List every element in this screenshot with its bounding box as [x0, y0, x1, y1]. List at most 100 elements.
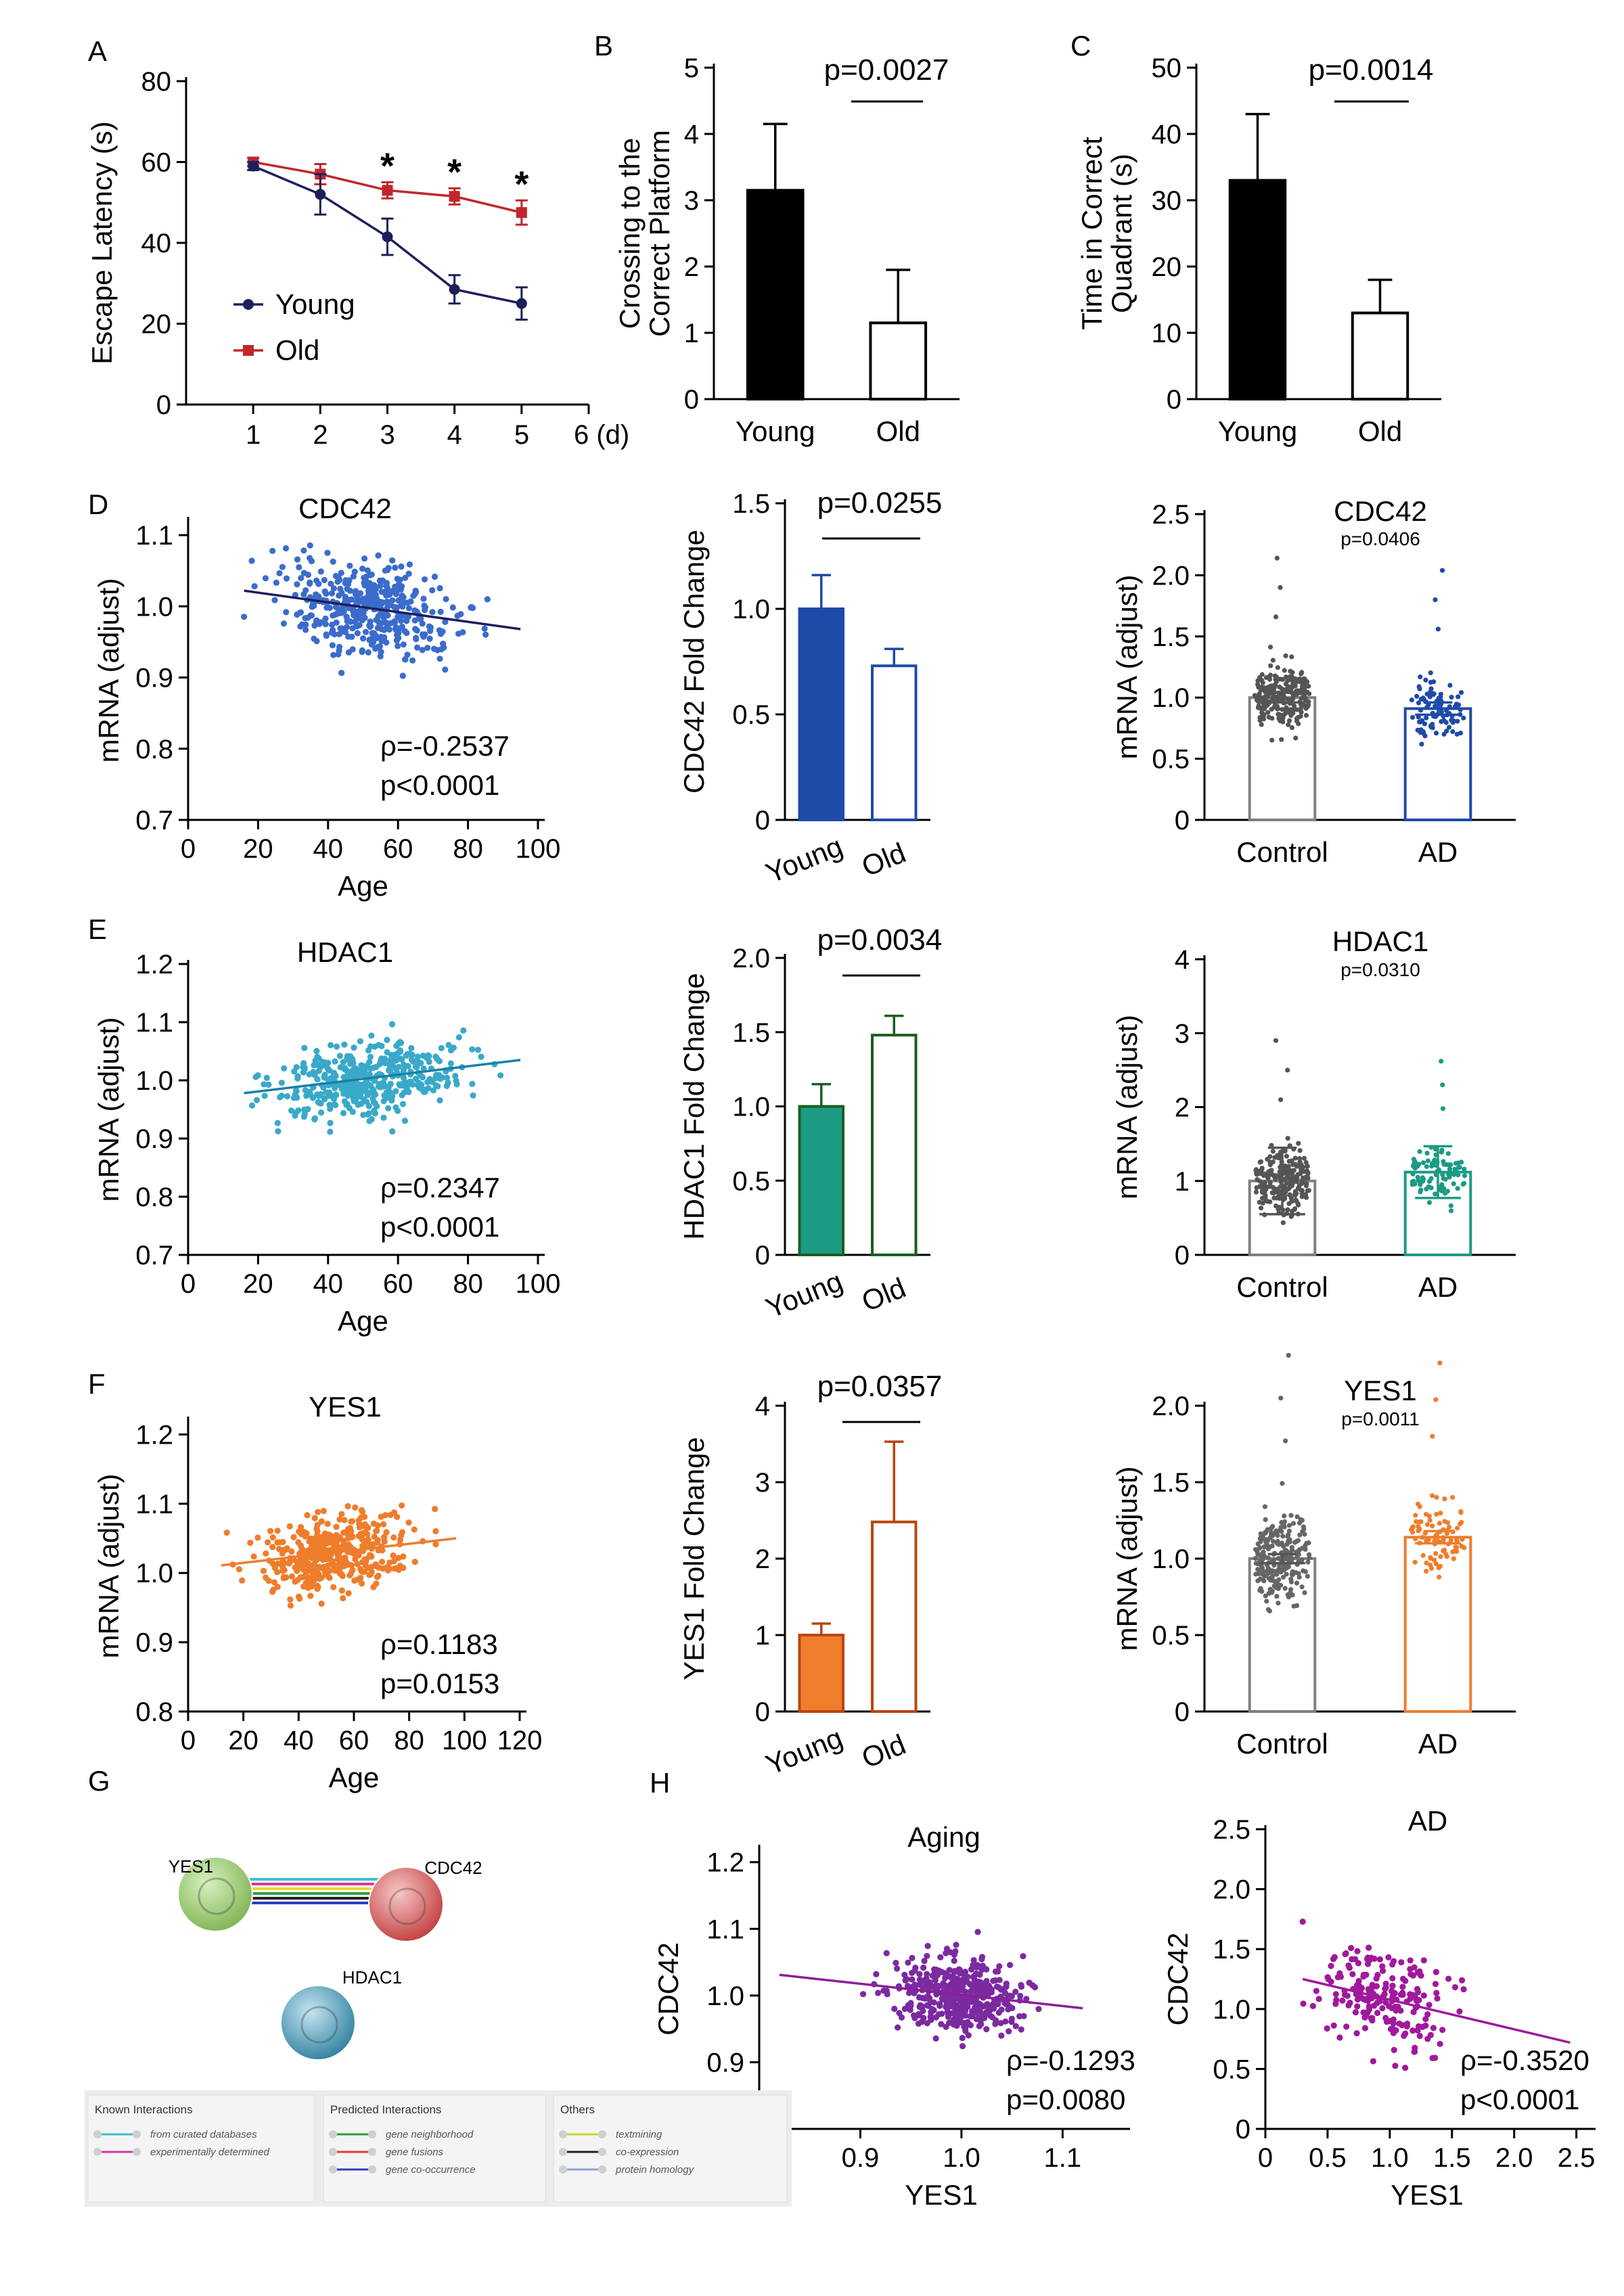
dot	[1412, 2044, 1418, 2051]
dot	[1018, 2026, 1024, 2033]
dot	[1353, 1982, 1361, 1989]
dot	[337, 1555, 344, 1561]
dot	[1263, 1540, 1269, 1545]
dot	[1301, 1524, 1307, 1530]
dot	[1280, 1534, 1286, 1539]
x-tick-label: 20	[228, 1726, 258, 1755]
dot	[353, 621, 360, 628]
dot	[1342, 1950, 1349, 1958]
dot	[1261, 716, 1267, 722]
dot	[949, 1995, 955, 2002]
dot	[1263, 1517, 1268, 1522]
dot	[951, 1978, 957, 1985]
node-label: CDC42	[424, 1858, 482, 1878]
dot	[1280, 712, 1286, 718]
x-tick-label: AD	[1418, 836, 1458, 868]
dot	[359, 1542, 366, 1549]
trend-line	[1302, 1977, 1571, 2044]
dot	[1256, 685, 1261, 690]
dot	[1455, 1186, 1460, 1191]
dot	[439, 628, 446, 635]
dot	[265, 1578, 272, 1584]
dot	[302, 615, 309, 622]
dot	[367, 572, 374, 578]
dot	[297, 1523, 304, 1530]
dot	[1276, 1195, 1282, 1201]
dot	[365, 1110, 372, 1117]
dot	[338, 1571, 345, 1578]
dot	[1428, 670, 1433, 676]
dot	[1418, 708, 1424, 713]
x-tick-label: 6 (d)	[574, 420, 629, 450]
dot	[1290, 674, 1295, 680]
dot	[1369, 2017, 1376, 2024]
dot	[312, 1565, 319, 1573]
dot	[1433, 731, 1439, 736]
dot	[1359, 1995, 1366, 2002]
dot	[382, 1082, 388, 1090]
dot	[372, 645, 379, 652]
dot	[311, 1072, 318, 1078]
dot	[1300, 1164, 1306, 1170]
dot	[430, 1087, 437, 1094]
x-tick-label: Old	[857, 1272, 910, 1318]
dot	[414, 644, 421, 651]
dot	[324, 549, 331, 556]
dot	[411, 1526, 418, 1533]
dot	[873, 1971, 880, 1977]
dot	[317, 1538, 323, 1545]
dot	[1407, 1957, 1414, 1964]
x-tick-label: 2.5	[1558, 2143, 1596, 2173]
dot	[460, 1027, 467, 1034]
y-tick-label: 3	[755, 1468, 770, 1498]
dot	[1428, 723, 1434, 729]
dot	[392, 1088, 399, 1095]
dot	[1390, 2029, 1397, 2036]
dot	[307, 542, 313, 549]
dot	[1416, 719, 1422, 725]
y-tick-label: 0.7	[135, 1241, 173, 1270]
dot	[1296, 1552, 1301, 1557]
dot	[1277, 1169, 1282, 1174]
dot	[1297, 1148, 1303, 1153]
dot	[1287, 1538, 1292, 1544]
dot	[1330, 2022, 1337, 2029]
dot	[386, 626, 392, 633]
x-tick-label: 1.1	[1044, 2143, 1082, 2173]
dot	[983, 1977, 990, 1985]
dot	[1291, 1603, 1296, 1609]
dot	[1424, 1150, 1430, 1156]
dot	[328, 580, 334, 587]
dot	[1265, 710, 1271, 715]
dot	[983, 2011, 989, 2017]
dot	[261, 1081, 267, 1088]
dot	[1294, 1179, 1299, 1185]
dot	[315, 1061, 321, 1068]
dot	[1299, 1584, 1305, 1590]
y-axis-label: CDC42	[1162, 1933, 1194, 2026]
dot	[1307, 1552, 1312, 1557]
x-tick-label: 20	[243, 1269, 273, 1299]
dot	[1416, 684, 1422, 689]
dot	[269, 1534, 276, 1541]
y-tick-label: 0	[684, 385, 699, 415]
dot	[1286, 1170, 1292, 1176]
dot	[287, 1602, 294, 1609]
chart-d2: 0 0.5 1.0 1.5 Young Old p=0.0255 CDC42 Fold Cha…	[678, 486, 942, 889]
stat-label: p=0.0080	[1006, 2084, 1125, 2115]
dot	[1031, 1984, 1039, 1991]
legend-node	[368, 2130, 376, 2138]
dot	[1382, 1985, 1389, 1992]
y-tick-label: 0.5	[732, 700, 770, 730]
dot	[447, 1060, 455, 1067]
dot	[374, 1522, 381, 1529]
dot	[403, 630, 410, 637]
dot	[405, 1079, 411, 1086]
dot	[972, 1981, 978, 1988]
y-tick-label: 4	[755, 1392, 770, 1421]
dot	[341, 1041, 348, 1048]
dot	[1436, 1565, 1441, 1570]
dot	[951, 2009, 958, 2016]
dot	[1439, 709, 1445, 715]
dot	[1354, 1996, 1361, 2003]
